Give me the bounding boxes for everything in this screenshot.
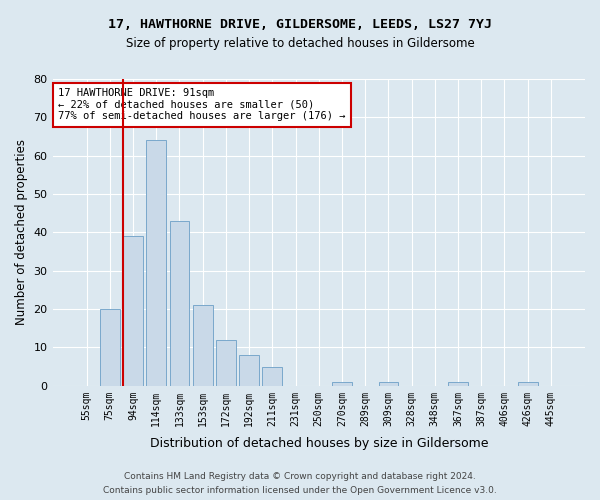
Bar <box>193 305 212 386</box>
Text: Contains HM Land Registry data © Crown copyright and database right 2024.: Contains HM Land Registry data © Crown c… <box>124 472 476 481</box>
Bar <box>239 355 259 386</box>
Text: 17, HAWTHORNE DRIVE, GILDERSOME, LEEDS, LS27 7YJ: 17, HAWTHORNE DRIVE, GILDERSOME, LEEDS, … <box>108 18 492 30</box>
Text: 17 HAWTHORNE DRIVE: 91sqm
← 22% of detached houses are smaller (50)
77% of semi-: 17 HAWTHORNE DRIVE: 91sqm ← 22% of detac… <box>58 88 346 122</box>
Text: Contains public sector information licensed under the Open Government Licence v3: Contains public sector information licen… <box>103 486 497 495</box>
Bar <box>216 340 236 386</box>
Bar <box>448 382 468 386</box>
X-axis label: Distribution of detached houses by size in Gildersome: Distribution of detached houses by size … <box>149 437 488 450</box>
Bar <box>379 382 398 386</box>
Text: Size of property relative to detached houses in Gildersome: Size of property relative to detached ho… <box>125 36 475 50</box>
Bar <box>170 221 190 386</box>
Y-axis label: Number of detached properties: Number of detached properties <box>15 140 28 326</box>
Bar <box>518 382 538 386</box>
Bar <box>262 366 282 386</box>
Bar <box>123 236 143 386</box>
Bar <box>146 140 166 386</box>
Bar <box>100 309 119 386</box>
Bar <box>332 382 352 386</box>
